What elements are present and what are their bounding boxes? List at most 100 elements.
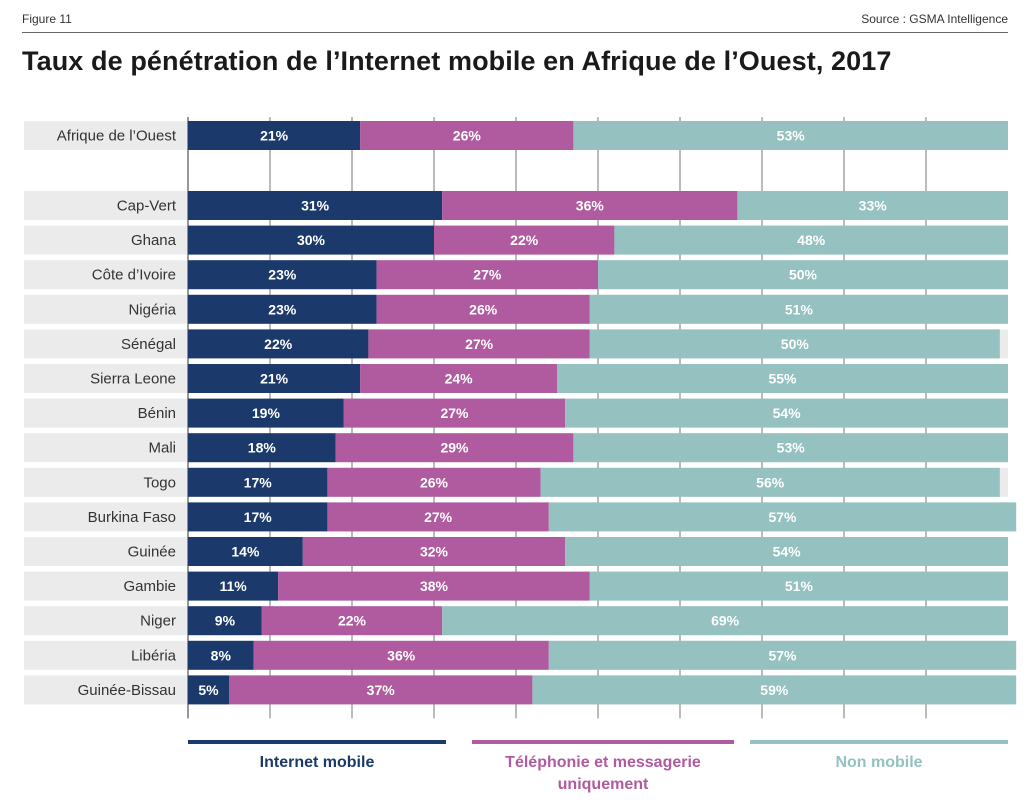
data-label-ghana-telephonie-et-messagerie-uniquement: 22% (510, 232, 539, 248)
category-label-guinee-bissau: Guinée-Bissau (78, 682, 176, 699)
bar-togo-internet-mobile (188, 467, 328, 497)
category-label-nigeria: Nigéria (128, 301, 176, 318)
bar-cote-d-ivoire-internet-mobile (188, 260, 377, 290)
legend-non-mobile-label: Non mobile (835, 754, 923, 771)
bar-senegal-telephonie-et-messagerie-uniquement (368, 329, 590, 359)
data-label-senegal-non-mobile: 50% (781, 336, 810, 352)
data-label-gambie-non-mobile: 51% (785, 578, 814, 594)
data-label-afrique-de-l-ouest-telephonie-et-messagerie-uniquement: 26% (453, 128, 482, 144)
data-label-nigeria-telephonie-et-messagerie-uniquement: 26% (469, 301, 498, 317)
data-label-afrique-de-l-ouest-non-mobile: 53% (777, 128, 806, 144)
bar-ghana-internet-mobile (188, 225, 434, 255)
bar-cap-vert-telephonie-et-messagerie-uniquement (442, 191, 738, 220)
bar-burkina-faso-internet-mobile (188, 502, 328, 532)
data-label-niger-internet-mobile: 9% (215, 613, 236, 629)
bar-benin-non-mobile (565, 398, 1008, 428)
data-label-liberia-non-mobile: 57% (768, 647, 797, 663)
bar-ghana-telephonie-et-messagerie-uniquement (434, 225, 615, 255)
category-label-mali: Mali (148, 440, 176, 457)
bar-afrique-de-l-ouest-internet-mobile (188, 121, 361, 150)
bar-guinee-internet-mobile (188, 537, 303, 566)
category-label-gambie: Gambie (123, 578, 176, 595)
legend-non-mobile-line (750, 740, 1008, 744)
category-label-liberia: Libéria (131, 647, 177, 664)
bar-niger-telephonie-et-messagerie-uniquement (261, 606, 443, 636)
source-label: Source : GSMA Intelligence (861, 12, 1008, 26)
bar-mali-internet-mobile (188, 433, 336, 463)
data-label-guinee-bissau-non-mobile: 59% (760, 682, 789, 698)
bar-togo-telephonie-et-messagerie-uniquement (327, 467, 541, 497)
category-label-cap-vert: Cap-Vert (117, 198, 177, 215)
data-label-liberia-internet-mobile: 8% (211, 647, 232, 663)
category-label-ghana: Ghana (131, 232, 177, 249)
category-label-burkina-faso: Burkina Faso (88, 509, 176, 526)
bar-ghana-non-mobile (614, 225, 1008, 255)
data-label-guinee-telephonie-et-messagerie-uniquement: 32% (420, 544, 449, 560)
bar-benin-telephonie-et-messagerie-uniquement (343, 398, 566, 428)
bar-mali-telephonie-et-messagerie-uniquement (335, 433, 574, 463)
data-label-ghana-internet-mobile: 30% (297, 232, 326, 248)
data-label-niger-non-mobile: 69% (711, 613, 740, 629)
data-label-burkina-faso-internet-mobile: 17% (244, 509, 273, 525)
bar-nigeria-non-mobile (589, 294, 1008, 324)
category-label-cote-d-ivoire: Côte d’Ivoire (92, 267, 176, 284)
bar-afrique-de-l-ouest-telephonie-et-messagerie-uniquement (360, 121, 574, 150)
legend-internet-label: Internet mobile (259, 754, 375, 771)
bar-mali-non-mobile (573, 433, 1008, 463)
category-label-afrique-de-l-ouest: Afrique de l’Ouest (57, 128, 177, 145)
data-label-mali-non-mobile: 53% (777, 440, 806, 456)
data-label-ghana-non-mobile: 48% (797, 232, 826, 248)
bar-guinee-bissau-telephonie-et-messagerie-uniquement (229, 675, 533, 705)
bar-guinee-telephonie-et-messagerie-uniquement (302, 537, 566, 566)
data-label-cote-d-ivoire-non-mobile: 50% (789, 267, 818, 283)
bar-liberia-internet-mobile (188, 640, 254, 670)
bar-guinee-bissau-internet-mobile (188, 675, 229, 705)
category-label-guinee: Guinée (128, 544, 176, 561)
data-label-togo-telephonie-et-messagerie-uniquement: 26% (420, 474, 449, 490)
bar-niger-non-mobile (442, 606, 1008, 636)
header-divider (22, 32, 1008, 33)
category-label-togo: Togo (143, 474, 176, 491)
chart-title: Taux de pénétration de l’Internet mobile… (22, 46, 892, 76)
legend-telephonie: Téléphonie et messagerie uniquement (472, 740, 734, 796)
bar-liberia-non-mobile (548, 640, 1017, 670)
category-label-sierra-leone: Sierra Leone (90, 371, 176, 388)
legend-internet-line (188, 740, 446, 744)
data-label-sierra-leone-internet-mobile: 21% (260, 371, 289, 387)
figure-number: Figure 11 (22, 12, 72, 26)
bar-gambie-non-mobile (589, 571, 1008, 601)
data-label-guinee-non-mobile: 54% (773, 544, 802, 560)
legend-non-mobile: Non mobile (750, 740, 1008, 774)
bar-burkina-faso-telephonie-et-messagerie-uniquement (327, 502, 549, 532)
data-label-nigeria-non-mobile: 51% (785, 301, 814, 317)
data-label-senegal-telephonie-et-messagerie-uniquement: 27% (465, 336, 494, 352)
legend-internet-mobile: Internet mobile (188, 740, 446, 774)
data-label-togo-internet-mobile: 17% (244, 474, 273, 490)
data-label-sierra-leone-non-mobile: 55% (768, 371, 797, 387)
bar-nigeria-telephonie-et-messagerie-uniquement (376, 294, 590, 324)
bar-senegal-internet-mobile (188, 329, 369, 359)
data-label-gambie-internet-mobile: 11% (219, 578, 247, 594)
data-label-liberia-telephonie-et-messagerie-uniquement: 36% (387, 647, 416, 663)
bar-cap-vert-internet-mobile (188, 191, 443, 220)
data-label-guinee-internet-mobile: 14% (231, 544, 260, 560)
bar-cap-vert-non-mobile (737, 191, 1008, 220)
bar-sierra-leone-non-mobile (557, 364, 1008, 393)
data-label-mali-internet-mobile: 18% (248, 440, 277, 456)
bar-gambie-internet-mobile (188, 571, 279, 601)
data-label-guinee-bissau-internet-mobile: 5% (198, 682, 219, 698)
data-label-benin-non-mobile: 54% (773, 405, 802, 421)
data-label-cote-d-ivoire-internet-mobile: 23% (268, 267, 297, 283)
data-label-togo-non-mobile: 56% (756, 474, 785, 490)
data-label-mali-telephonie-et-messagerie-uniquement: 29% (440, 440, 469, 456)
data-label-guinee-bissau-telephonie-et-messagerie-uniquement: 37% (367, 682, 396, 698)
legend-telephonie-line (472, 740, 734, 744)
data-label-cap-vert-non-mobile: 33% (859, 198, 888, 214)
data-label-senegal-internet-mobile: 22% (264, 336, 293, 352)
category-label-senegal: Sénégal (121, 336, 176, 353)
data-label-burkina-faso-telephonie-et-messagerie-uniquement: 27% (424, 509, 453, 525)
data-label-cap-vert-internet-mobile: 31% (301, 198, 330, 214)
data-label-benin-internet-mobile: 19% (252, 405, 281, 421)
bar-sierra-leone-telephonie-et-messagerie-uniquement (360, 364, 557, 393)
